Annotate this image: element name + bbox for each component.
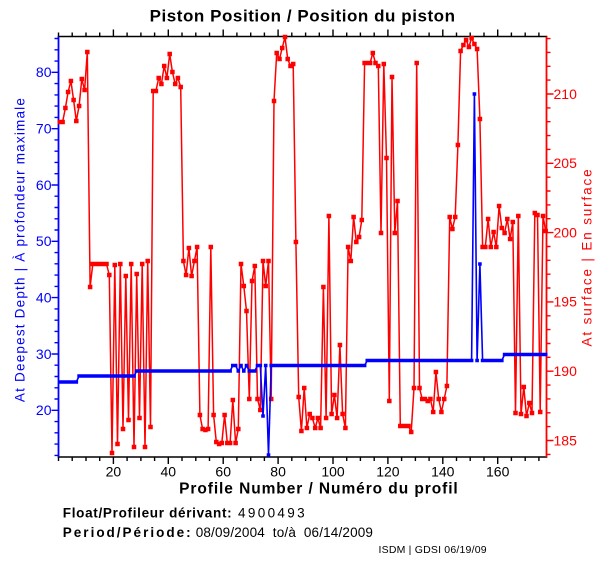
svg-text:120: 120 (376, 464, 400, 480)
svg-text:210: 210 (554, 86, 578, 102)
svg-text:80: 80 (270, 464, 286, 480)
svg-text:80: 80 (36, 64, 52, 80)
svg-text:200: 200 (554, 224, 578, 240)
svg-text:70: 70 (36, 121, 52, 137)
svg-text:160: 160 (486, 464, 510, 480)
svg-text:140: 140 (431, 464, 455, 480)
svg-text:Profile Number / Numéro du pro: Profile Number / Numéro du profil (179, 481, 459, 498)
svg-text:50: 50 (36, 233, 52, 249)
svg-text:Period/Période:08/09/2004 to/: Period/Période: 08/09/2004 to/à 06/14/200… (63, 525, 373, 540)
svg-text:At Deepest Depth | À profondeu: At Deepest Depth | À profondeur maximale (13, 97, 28, 402)
svg-text:195: 195 (554, 294, 578, 310)
svg-text:60: 60 (215, 464, 231, 480)
svg-text:190: 190 (554, 363, 578, 379)
svg-text:60: 60 (36, 177, 52, 193)
svg-text:Piston Position / Position du: Piston Position / Position du piston (150, 7, 456, 26)
svg-text:40: 40 (161, 464, 177, 480)
svg-text:40: 40 (36, 289, 52, 305)
svg-text:185: 185 (554, 432, 578, 448)
svg-text:30: 30 (36, 346, 52, 362)
svg-text:Float/Profileur dérivant:49004: Float/Profileur dérivant: 4900493 (63, 506, 307, 521)
svg-text:ISDM | GDSI 06/19/09: ISDM | GDSI 06/19/09 (379, 544, 487, 556)
svg-text:At surface | En surface: At surface | En surface (579, 168, 594, 347)
svg-text:20: 20 (106, 464, 122, 480)
svg-text:205: 205 (554, 155, 578, 171)
svg-text:100: 100 (321, 464, 345, 480)
svg-text:20: 20 (36, 402, 52, 418)
